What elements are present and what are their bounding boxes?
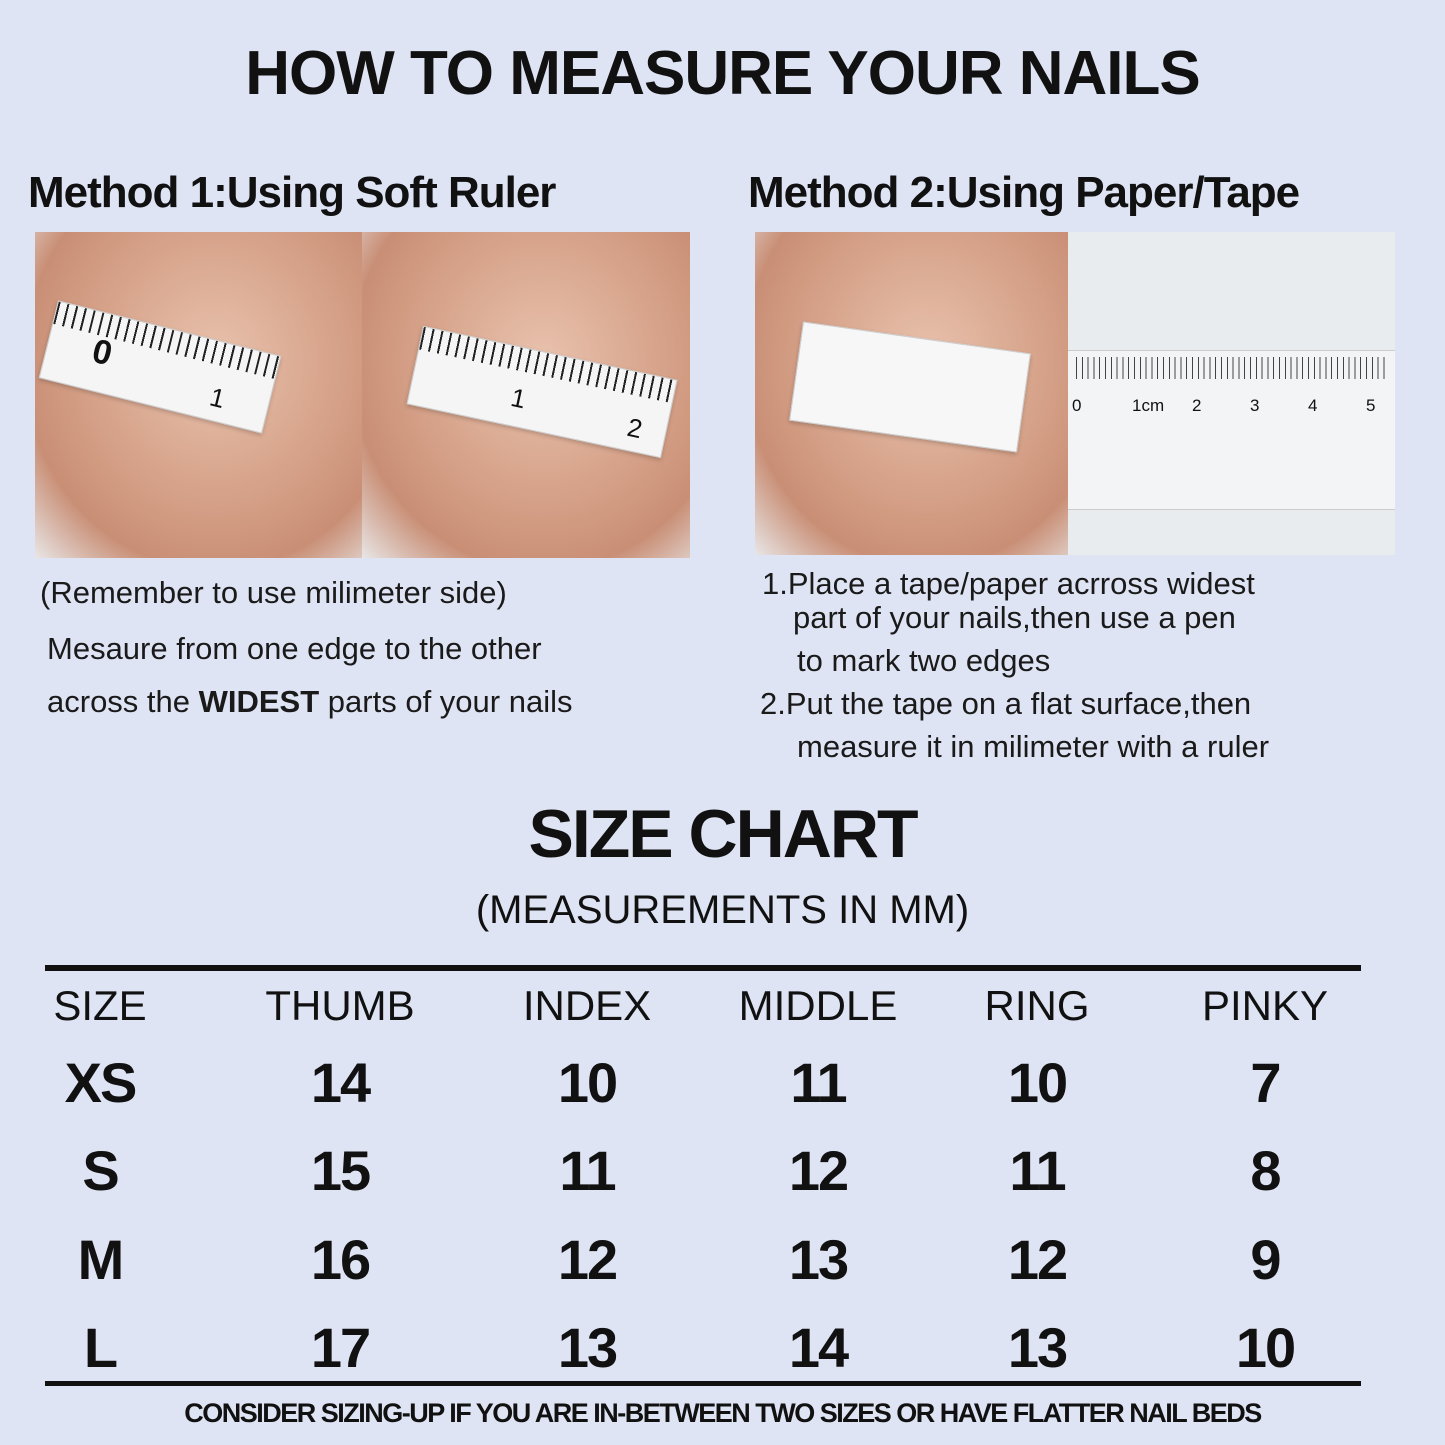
step2-line: measure it in milimeter with a ruler xyxy=(797,729,1270,764)
table-top-rule xyxy=(45,965,1361,971)
method1-line1: Mesaure from one edge to the other xyxy=(47,631,542,666)
tape-label: 1 xyxy=(508,382,529,415)
size-chart-title: SIZE CHART xyxy=(528,796,919,872)
table-cell: 17 xyxy=(310,1316,371,1379)
table-cell: 15 xyxy=(310,1139,371,1202)
table-cell: 10 xyxy=(1007,1051,1068,1114)
page-title: HOW TO MEASURE YOUR NAILS xyxy=(245,39,1200,108)
sizing-footer: CONSIDER SIZING-UP IF YOU ARE IN-BETWEEN… xyxy=(184,1398,1262,1428)
size-label: XS xyxy=(64,1051,138,1114)
ruler-photo: 0 1cm 2 3 4 5 xyxy=(1068,232,1395,555)
method1-heading: Method 1:Using Soft Ruler xyxy=(28,168,556,217)
table-cell: 16 xyxy=(310,1228,371,1291)
table-cell: 9 xyxy=(1250,1228,1281,1291)
soft-ruler-photo-1: 0 1 xyxy=(35,232,362,558)
size-label: L xyxy=(83,1316,118,1379)
column-header-size: SIZE xyxy=(53,982,147,1029)
table-cell: 10 xyxy=(557,1051,618,1114)
column-header-ring: RING xyxy=(984,982,1090,1029)
ruler-label: 5 xyxy=(1366,396,1376,415)
method1-line2: across the WIDEST parts of your nails xyxy=(47,684,573,719)
paper-tape xyxy=(789,321,1031,453)
ruler-label: 4 xyxy=(1308,396,1318,415)
ruler-label: 1cm xyxy=(1132,396,1165,415)
table-cell: 7 xyxy=(1250,1051,1281,1114)
step2-line: 2.Put the tape on a flat surface,then xyxy=(760,686,1252,721)
table-cell: 13 xyxy=(557,1316,618,1379)
table-cell: 11 xyxy=(1009,1139,1066,1202)
table-cell: 14 xyxy=(310,1051,371,1114)
table-cell: 14 xyxy=(788,1316,849,1379)
table-bottom-rule xyxy=(45,1381,1361,1386)
step1-line: 1.Place a tape/paper acrross widest xyxy=(762,566,1255,601)
ruler-label: 2 xyxy=(1192,396,1202,415)
column-header-thumb: THUMB xyxy=(265,982,415,1029)
table-cell: 10 xyxy=(1235,1316,1296,1379)
table-cell: 8 xyxy=(1250,1139,1281,1202)
step1-line: to mark two edges xyxy=(797,643,1051,678)
table-cell: 12 xyxy=(557,1228,618,1291)
tape-label: 2 xyxy=(624,411,645,445)
size-chart-subtitle: (MEASUREMENTS IN MM) xyxy=(475,888,970,932)
widest-emphasis: WIDEST xyxy=(198,684,320,719)
table-cell: 12 xyxy=(788,1139,849,1202)
column-header-middle: MIDDLE xyxy=(738,982,898,1029)
table-cell: 11 xyxy=(559,1139,616,1202)
method1-note: (Remember to use milimeter side) xyxy=(40,575,507,610)
table-cell: 13 xyxy=(1007,1316,1068,1379)
soft-ruler-tape: 0 1 xyxy=(38,300,282,434)
table-cell: 11 xyxy=(790,1051,847,1114)
method2-heading: Method 2:Using Paper/Tape xyxy=(748,168,1300,217)
size-label: M xyxy=(77,1228,125,1291)
soft-ruler-tape: 1 2 xyxy=(406,325,678,459)
size-label: S xyxy=(82,1139,119,1202)
paper-tape-photo xyxy=(755,232,1068,555)
column-header-index: INDEX xyxy=(522,982,652,1029)
ruler-label: 0 xyxy=(1072,396,1082,415)
tape-label: 1 xyxy=(206,381,229,415)
ruler: 0 1cm 2 3 4 5 xyxy=(1068,350,1395,510)
table-cell: 13 xyxy=(788,1228,849,1291)
step1-line: part of your nails,then use a pen xyxy=(793,600,1236,635)
column-header-pinky: PINKY xyxy=(1201,982,1329,1029)
soft-ruler-photo-2: 1 2 xyxy=(362,232,690,558)
ruler-label: 3 xyxy=(1250,396,1260,415)
table-cell: 12 xyxy=(1007,1228,1068,1291)
tape-label: 0 xyxy=(88,331,117,374)
